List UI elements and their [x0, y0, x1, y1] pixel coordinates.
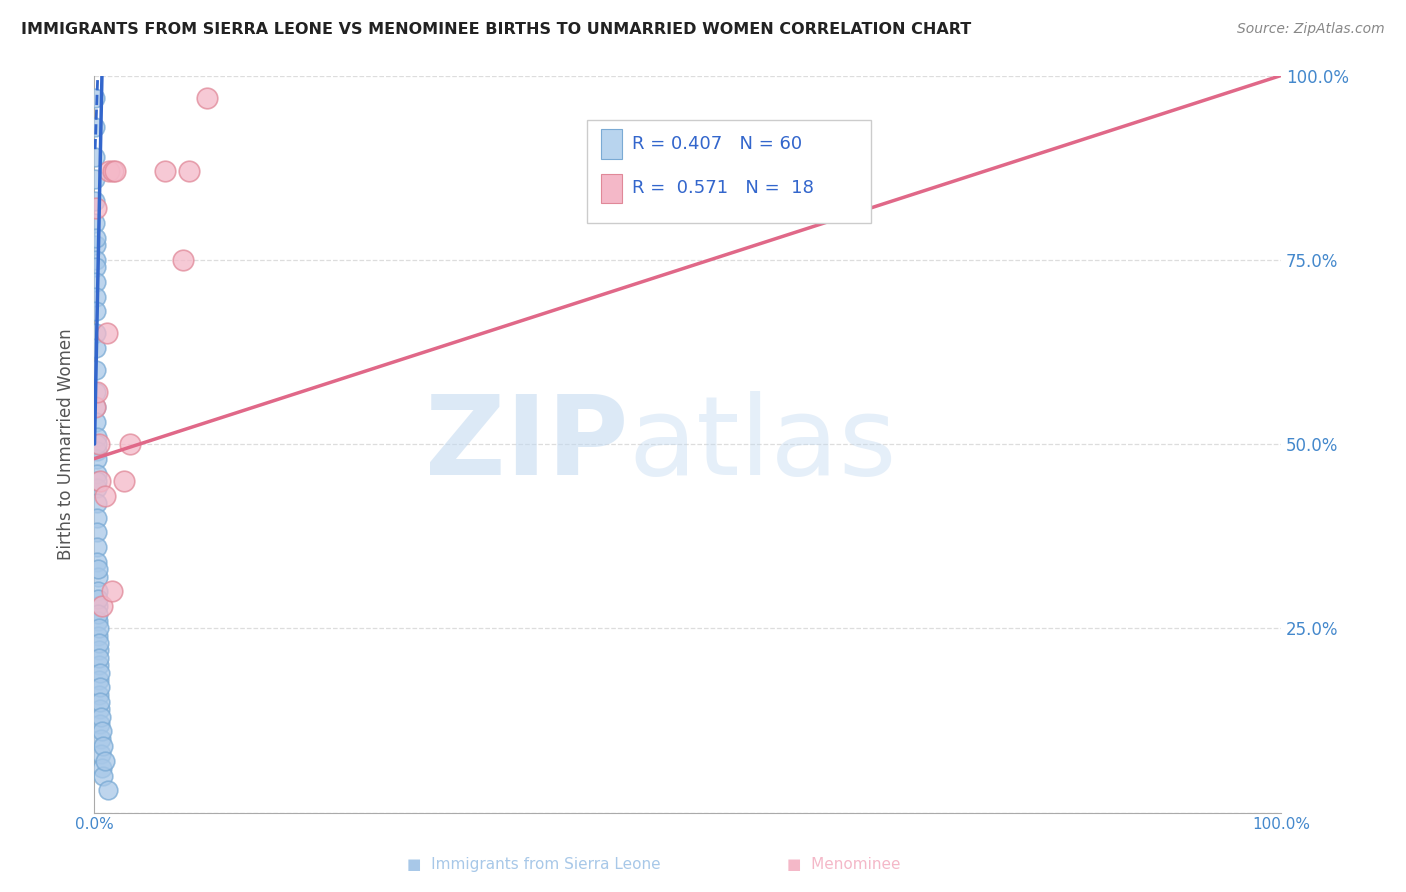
Point	[97, 783, 120, 797]
Point	[89, 702, 111, 716]
Point	[86, 437, 108, 451]
Point	[86, 496, 108, 510]
Point	[87, 621, 110, 635]
Point	[84, 363, 107, 377]
Point	[93, 754, 115, 768]
Text: ■  Immigrants from Sierra Leone: ■ Immigrants from Sierra Leone	[408, 857, 661, 872]
Point	[91, 761, 114, 775]
Point	[84, 238, 107, 252]
Point	[177, 164, 200, 178]
Point	[91, 599, 114, 614]
Point	[90, 731, 112, 746]
Point	[90, 710, 112, 724]
Point	[101, 164, 124, 178]
Point	[84, 150, 107, 164]
Point	[87, 658, 110, 673]
Point	[87, 614, 110, 628]
Point	[86, 474, 108, 488]
Text: R = 0.407   N = 60: R = 0.407 N = 60	[631, 135, 801, 153]
Point	[90, 747, 112, 761]
Point	[86, 540, 108, 554]
Point	[83, 120, 105, 135]
Point	[86, 415, 108, 429]
Point	[89, 695, 111, 709]
Point	[86, 481, 108, 495]
Point	[84, 400, 107, 414]
Point	[84, 304, 107, 318]
Point	[84, 341, 107, 355]
Text: atlas: atlas	[628, 391, 897, 498]
Point	[87, 584, 110, 599]
Point	[84, 194, 107, 208]
Point	[84, 216, 107, 230]
Point	[84, 400, 107, 414]
Point	[89, 474, 111, 488]
FancyBboxPatch shape	[600, 129, 623, 159]
Point	[87, 437, 110, 451]
Point	[86, 510, 108, 524]
Point	[172, 252, 194, 267]
FancyBboxPatch shape	[586, 120, 872, 223]
Point	[87, 607, 110, 621]
Point	[93, 769, 115, 783]
Point	[89, 680, 111, 694]
Y-axis label: Births to Unmarried Women: Births to Unmarried Women	[58, 328, 75, 560]
Point	[86, 555, 108, 569]
Point	[96, 326, 118, 341]
Point	[89, 673, 111, 687]
Point	[87, 599, 110, 614]
Text: Source: ZipAtlas.com: Source: ZipAtlas.com	[1237, 22, 1385, 37]
Point	[84, 252, 107, 267]
Point	[86, 467, 108, 481]
Point	[89, 688, 111, 702]
Point	[84, 260, 107, 274]
Point	[87, 591, 110, 606]
Point	[93, 489, 115, 503]
Point	[83, 90, 105, 104]
Point	[84, 230, 107, 244]
Text: R =  0.571   N =  18: R = 0.571 N = 18	[631, 179, 814, 197]
Point	[89, 650, 111, 665]
Point	[118, 437, 141, 451]
Point	[153, 164, 176, 178]
Point	[84, 275, 107, 289]
Point	[89, 717, 111, 731]
Point	[195, 90, 218, 104]
Point	[86, 525, 108, 540]
Point	[86, 444, 108, 458]
Point	[86, 430, 108, 444]
Point	[86, 385, 108, 400]
Point	[86, 570, 108, 584]
Point	[84, 171, 107, 186]
Point	[87, 562, 110, 576]
Point	[86, 451, 108, 466]
Point	[87, 629, 110, 643]
Point	[98, 164, 121, 178]
Point	[112, 474, 135, 488]
Text: IMMIGRANTS FROM SIERRA LEONE VS MENOMINEE BIRTHS TO UNMARRIED WOMEN CORRELATION : IMMIGRANTS FROM SIERRA LEONE VS MENOMINE…	[21, 22, 972, 37]
Point	[87, 643, 110, 657]
Text: ■  Menominee: ■ Menominee	[787, 857, 900, 872]
Point	[104, 164, 127, 178]
FancyBboxPatch shape	[600, 174, 623, 203]
Point	[91, 739, 114, 754]
Point	[84, 290, 107, 304]
Point	[100, 584, 122, 599]
Point	[90, 724, 112, 739]
Point	[84, 326, 107, 341]
Point	[84, 201, 107, 215]
Text: ZIP: ZIP	[425, 391, 628, 498]
Point	[84, 385, 107, 400]
Point	[87, 636, 110, 650]
Point	[89, 665, 111, 680]
